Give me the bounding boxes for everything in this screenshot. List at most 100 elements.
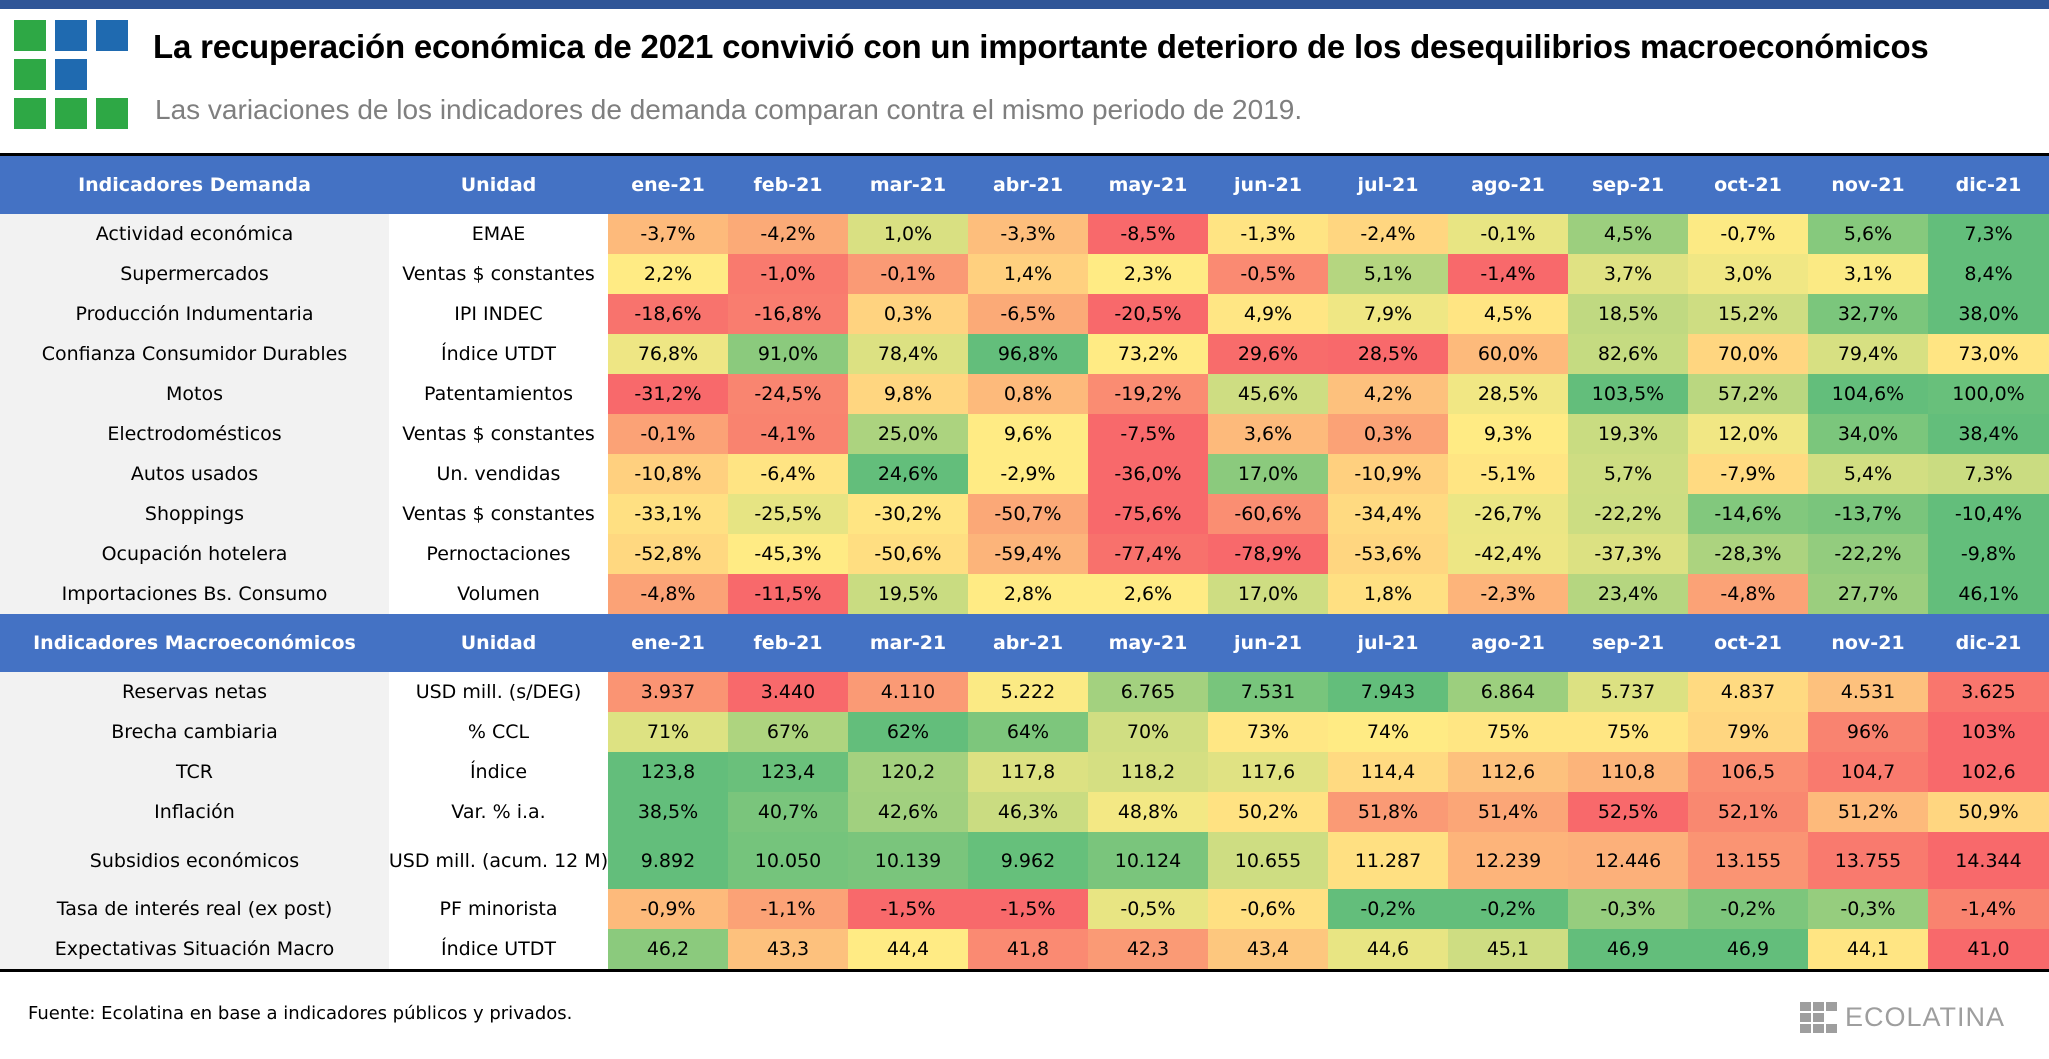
value-cell: 46,2 <box>608 929 728 969</box>
indicator-label: Reservas netas <box>0 672 389 712</box>
value-cell: -0,2% <box>1688 889 1808 929</box>
value-cell: -33,1% <box>608 494 728 534</box>
value-cell: 51,2% <box>1808 792 1928 832</box>
value-cell: 9.962 <box>968 832 1088 889</box>
value-cell: -1,5% <box>968 889 1088 929</box>
value-cell: 17,0% <box>1208 454 1328 494</box>
value-cell: -11,5% <box>728 574 848 614</box>
month-header: sep-21 <box>1591 174 1665 196</box>
value-cell: 45,6% <box>1208 374 1328 414</box>
value-cell: -0,3% <box>1808 889 1928 929</box>
top-accent-bar <box>0 0 2049 9</box>
value-cell: 42,3 <box>1088 929 1208 969</box>
value-cell: -42,4% <box>1448 534 1568 574</box>
value-cell: -0,5% <box>1088 889 1208 929</box>
value-cell: 117,8 <box>968 752 1088 792</box>
indicator-unit: IPI INDEC <box>389 294 608 334</box>
value-cell: -14,6% <box>1688 494 1808 534</box>
value-cell: 12.239 <box>1448 832 1568 889</box>
value-cell: -18,6% <box>608 294 728 334</box>
indicator-label: Subsidios económicos <box>0 832 389 889</box>
value-cell: 12,0% <box>1688 414 1808 454</box>
month-header: may-21 <box>1108 632 1188 654</box>
table-row: Subsidios económicos USD mill. (acum. 12 … <box>0 832 2049 889</box>
value-cell: 7,3% <box>1928 454 2049 494</box>
value-cell: 104,6% <box>1808 374 1928 414</box>
value-cell: 10.124 <box>1088 832 1208 889</box>
demand-table-body: Actividad económica EMAE -3,7% -4,2% 1,0% -3,… <box>0 214 2049 614</box>
value-cell: 7.943 <box>1328 672 1448 712</box>
value-cell: -4,8% <box>1688 574 1808 614</box>
demand-header-label: Indicadores Demanda <box>0 156 389 214</box>
value-cell: 71% <box>608 712 728 752</box>
brand-square <box>1800 1013 1811 1022</box>
indicator-label: Tasa de interés real (ex post) <box>0 889 389 929</box>
logo-square <box>55 59 87 90</box>
value-cell: 73% <box>1208 712 1328 752</box>
month-header: ene-21 <box>631 174 705 196</box>
value-cell: 45,1 <box>1448 929 1568 969</box>
value-cell: 96% <box>1808 712 1928 752</box>
indicator-unit: EMAE <box>389 214 608 254</box>
indicator-unit: Ventas $ constantes <box>389 254 608 294</box>
indicator-label: Inflación <box>0 792 389 832</box>
value-cell: 9,8% <box>848 374 968 414</box>
month-header: nov-21 <box>1831 632 1905 654</box>
indicator-label: Motos <box>0 374 389 414</box>
value-cell: 4,9% <box>1208 294 1328 334</box>
value-cell: 4,2% <box>1328 374 1448 414</box>
value-cell: 32,7% <box>1808 294 1928 334</box>
value-cell: -1,3% <box>1208 214 1328 254</box>
value-cell: -1,4% <box>1928 889 2049 929</box>
table-row: Actividad económica EMAE -3,7% -4,2% 1,0% -3,… <box>0 214 2049 254</box>
brand-square <box>1813 1002 1824 1011</box>
indicator-label: Confianza Consumidor Durables <box>0 334 389 374</box>
ecolatina-brand: ECOLATINA <box>1800 1000 2030 1034</box>
value-cell: -6,5% <box>968 294 1088 334</box>
value-cell: 50,9% <box>1928 792 2049 832</box>
value-cell: -77,4% <box>1088 534 1208 574</box>
value-cell: 7,3% <box>1928 214 2049 254</box>
value-cell: -8,5% <box>1088 214 1208 254</box>
value-cell: 52,1% <box>1688 792 1808 832</box>
value-cell: 0,8% <box>968 374 1088 414</box>
value-cell: 123,4 <box>728 752 848 792</box>
value-cell: 52,5% <box>1568 792 1688 832</box>
value-cell: -0,9% <box>608 889 728 929</box>
page-subtitle: Las variaciones de los indicadores de de… <box>155 94 1303 125</box>
value-cell: 46,1% <box>1928 574 2049 614</box>
value-cell: -24,5% <box>728 374 848 414</box>
table-row: Importaciones Bs. Consumo Volumen -4,8% -11… <box>0 574 2049 614</box>
value-cell: 3.440 <box>728 672 848 712</box>
month-header: abr-21 <box>992 174 1064 196</box>
value-cell: 100,0% <box>1928 374 2049 414</box>
table-row: Expectativas Situación Macro Índice UTDT 4… <box>0 929 2049 969</box>
value-cell: -0,2% <box>1328 889 1448 929</box>
value-cell: 3,0% <box>1688 254 1808 294</box>
value-cell: -4,1% <box>728 414 848 454</box>
value-cell: -34,4% <box>1328 494 1448 534</box>
value-cell: 82,6% <box>1568 334 1688 374</box>
value-cell: 57,2% <box>1688 374 1808 414</box>
value-cell: 19,3% <box>1568 414 1688 454</box>
logo-square <box>55 20 87 51</box>
table-row: Brecha cambiaria% CCL 71% 67% 62% 64% 70% 73% 7… <box>0 712 2049 752</box>
value-cell: 38,0% <box>1928 294 2049 334</box>
value-cell: 24,6% <box>848 454 968 494</box>
table-row: TCR Índice 123,8 123,4 120,2 117,8 118,2 117,6 1… <box>0 752 2049 792</box>
indicator-label: Brecha cambiaria <box>0 712 389 752</box>
value-cell: 2,2% <box>608 254 728 294</box>
value-cell: 19,5% <box>848 574 968 614</box>
table-row: Electrodomésticos Ventas $ constantes -0,1… <box>0 414 2049 454</box>
indicators-table: Indicadores Demanda Unidad ene-21 feb-21 m… <box>0 153 2049 972</box>
value-cell: 13.755 <box>1808 832 1928 889</box>
value-cell: 60,0% <box>1448 334 1568 374</box>
demand-header-row: Indicadores Demanda Unidad ene-21 feb-21 m… <box>0 156 2049 214</box>
value-cell: 110,8 <box>1568 752 1688 792</box>
value-cell: 9.892 <box>608 832 728 889</box>
value-cell: 4,5% <box>1568 214 1688 254</box>
value-cell: -36,0% <box>1088 454 1208 494</box>
value-cell: -0,7% <box>1688 214 1808 254</box>
value-cell: -19,2% <box>1088 374 1208 414</box>
table-row: Reservas netas USD mill. (s/DEG) 3.937 3.44… <box>0 672 2049 712</box>
